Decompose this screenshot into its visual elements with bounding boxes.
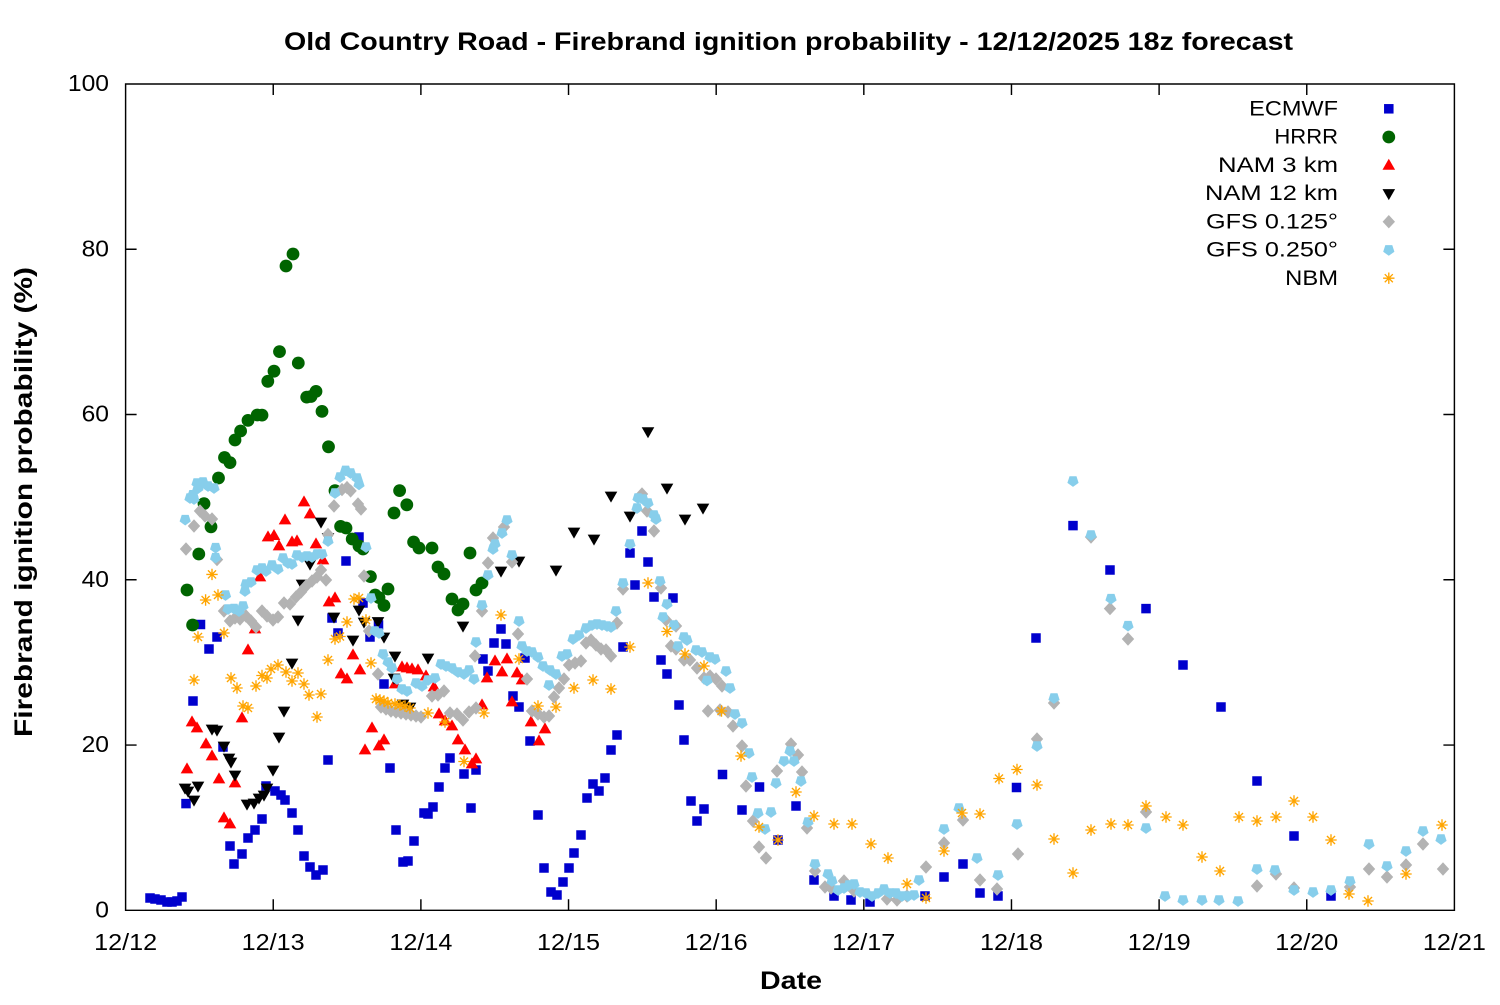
svg-text:0: 0 (95, 896, 109, 922)
svg-text:12/12: 12/12 (94, 929, 157, 955)
svg-text:12/13: 12/13 (242, 929, 305, 955)
svg-text:12/14: 12/14 (389, 929, 452, 955)
svg-text:Firebrand ignition probability: Firebrand ignition probability (%) (10, 267, 38, 737)
svg-text:12/19: 12/19 (1128, 929, 1191, 955)
svg-text:Old Country Road - Firebrand i: Old Country Road - Firebrand ignition pr… (284, 28, 1294, 56)
svg-text:12/17: 12/17 (832, 929, 895, 955)
svg-text:12/21: 12/21 (1423, 929, 1486, 955)
svg-text:Date: Date (760, 967, 822, 995)
svg-text:12/20: 12/20 (1275, 929, 1338, 955)
svg-text:12/18: 12/18 (980, 929, 1043, 955)
svg-text:HRRR: HRRR (1274, 125, 1338, 149)
svg-text:ECMWF: ECMWF (1249, 96, 1338, 120)
svg-text:NAM 3 km: NAM 3 km (1218, 153, 1338, 177)
svg-text:NBM: NBM (1285, 266, 1338, 290)
svg-text:NAM 12 km: NAM 12 km (1205, 181, 1338, 205)
svg-text:80: 80 (82, 235, 109, 261)
svg-text:GFS 0.250°: GFS 0.250° (1206, 238, 1338, 262)
svg-text:100: 100 (68, 70, 109, 96)
svg-text:60: 60 (82, 401, 109, 427)
svg-text:GFS 0.125°: GFS 0.125° (1206, 209, 1338, 233)
svg-text:40: 40 (82, 566, 109, 592)
svg-text:12/15: 12/15 (537, 929, 600, 955)
svg-text:20: 20 (82, 731, 109, 757)
svg-text:12/16: 12/16 (685, 929, 748, 955)
